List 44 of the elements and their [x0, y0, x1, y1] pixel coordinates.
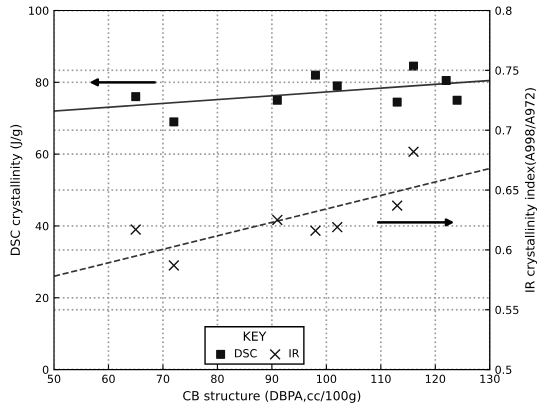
point	[130, 224, 142, 236]
x-tick-label: 100	[316, 374, 336, 384]
point	[272, 214, 283, 226]
y-tick-label: 100	[29, 6, 48, 15]
x-tick-label: 130	[480, 374, 500, 384]
y-tick-label: 0	[42, 366, 48, 374]
y2-tick-label: 0.8	[495, 6, 512, 15]
y2-tick-label: 0.65	[495, 186, 518, 194]
y-tick-label: 20	[36, 294, 48, 302]
legend-label: IR	[290, 349, 300, 358]
point	[392, 98, 402, 107]
y2-tick-label: 0.6	[495, 246, 512, 254]
point	[392, 200, 403, 212]
x-tick-label: 60	[102, 374, 115, 384]
x-tick-label: 110	[371, 374, 391, 384]
point	[310, 70, 320, 80]
x-tick-label: 50	[48, 374, 60, 384]
point	[169, 117, 178, 126]
legend-label: DSC	[235, 349, 257, 358]
y-tick-label: 40	[36, 222, 48, 230]
point	[442, 76, 451, 86]
point	[332, 81, 342, 90]
x-axis-title: CB structure (DBPA,cc/100g)	[183, 390, 360, 403]
point	[310, 225, 322, 236]
y-tick-label: 80	[36, 78, 48, 87]
point	[131, 92, 140, 102]
y2-tick-label: 0.7	[495, 126, 512, 135]
y-axis-title: DSC crystallinity (J/g)	[10, 124, 22, 256]
point	[408, 146, 420, 158]
x-tick-label: 90	[266, 374, 278, 384]
legend-title: KEY	[244, 332, 266, 341]
x-tick-label: 80	[211, 374, 224, 384]
y2-tick-label: 0.55	[495, 306, 518, 314]
x-tick-label: 70	[156, 374, 170, 384]
point	[452, 96, 462, 105]
y-tick-label: 60	[36, 150, 48, 159]
point	[168, 260, 180, 272]
point	[409, 62, 418, 71]
point	[272, 96, 282, 105]
y2-tick-label: 0.75	[495, 66, 518, 75]
y2-axis-title: IR crystallinity index(A998/A972)	[524, 88, 538, 292]
point	[332, 222, 343, 233]
x-tick-label: 120	[426, 374, 446, 384]
y2-tick-label: 0.5	[495, 366, 512, 374]
